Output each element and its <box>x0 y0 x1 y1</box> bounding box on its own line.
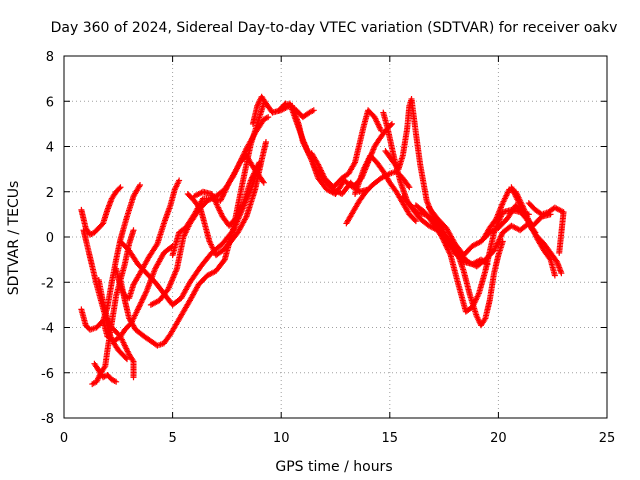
data-point <box>241 149 248 156</box>
y-axis-label: SDTVAR / TECUs <box>6 181 22 296</box>
data-point <box>222 188 229 195</box>
y-tick-label: 4 <box>46 141 54 156</box>
data-point <box>240 152 247 159</box>
x-tick-label: 20 <box>490 431 507 446</box>
data-point <box>222 186 229 193</box>
data-point <box>236 159 243 166</box>
data-point <box>406 184 413 191</box>
data-point <box>136 303 143 310</box>
data-point <box>176 177 183 184</box>
data-point <box>239 154 246 161</box>
data-point <box>113 378 120 385</box>
x-tick-label: 10 <box>273 431 290 446</box>
data-point <box>262 138 269 145</box>
data-point <box>135 305 142 312</box>
y-tick-label: -4 <box>41 322 54 337</box>
data-point <box>223 185 230 192</box>
y-tick-label: 2 <box>46 186 54 201</box>
y-tick-label: -2 <box>41 276 54 291</box>
data-point <box>237 158 244 165</box>
data-point <box>388 120 395 127</box>
data-point <box>253 164 260 171</box>
data-point <box>220 190 227 197</box>
data-point <box>217 197 224 204</box>
data-point <box>238 155 245 162</box>
data-point <box>254 163 261 170</box>
x-tick-label: 0 <box>60 431 68 446</box>
data-point <box>238 156 245 163</box>
data-points <box>78 93 567 388</box>
y-tick-label: -8 <box>41 412 54 427</box>
chart-title: Day 360 of 2024, Sidereal Day-to-day VTE… <box>51 20 618 36</box>
data-point <box>412 218 419 225</box>
data-point <box>138 299 145 306</box>
data-point <box>265 114 272 121</box>
data-point <box>242 148 249 155</box>
data-point <box>117 184 124 191</box>
data-point <box>234 163 241 170</box>
x-tick-label: 15 <box>382 431 399 446</box>
data-point <box>142 289 149 296</box>
y-tick-label: -6 <box>41 367 54 382</box>
data-point <box>140 295 147 302</box>
data-point <box>139 296 146 303</box>
y-tick-label: 0 <box>46 231 54 246</box>
data-point <box>249 173 256 180</box>
data-point <box>251 170 258 177</box>
data-point <box>219 193 226 200</box>
data-point <box>221 189 228 196</box>
x-axis-label: GPS time / hours <box>275 459 392 475</box>
data-point <box>218 195 225 202</box>
data-point <box>250 171 257 178</box>
data-point <box>130 227 137 234</box>
data-point <box>411 217 418 224</box>
data-point <box>255 162 262 169</box>
data-point <box>134 306 141 313</box>
data-point <box>405 182 412 189</box>
data-point <box>101 364 108 371</box>
data-point <box>196 205 203 212</box>
data-point <box>248 176 255 183</box>
data-point <box>141 292 148 299</box>
data-point <box>122 355 129 362</box>
data-point <box>220 192 227 199</box>
data-point <box>224 182 231 189</box>
data-point <box>224 183 231 190</box>
data-point <box>218 196 225 203</box>
data-point <box>137 181 144 188</box>
data-point <box>259 178 266 185</box>
data-point <box>253 166 260 173</box>
data-point <box>153 242 160 249</box>
data-point <box>256 159 263 166</box>
data-point <box>249 174 256 181</box>
x-tick-label: 5 <box>168 431 176 446</box>
y-tick-label: 8 <box>46 50 54 65</box>
data-point <box>129 357 136 364</box>
data-point <box>130 374 137 381</box>
data-point <box>255 160 262 167</box>
data-point <box>235 162 242 169</box>
data-point <box>310 107 317 114</box>
data-point <box>247 177 254 184</box>
data-point <box>137 300 144 307</box>
data-point <box>260 179 267 186</box>
data-point <box>378 127 385 134</box>
axis-ticks: 0 5 10 15 20 25 -8 -6 -4 -2 0 2 4 6 8 <box>41 50 615 446</box>
y-tick-label: 6 <box>46 95 54 110</box>
plot-frame <box>63 55 608 419</box>
grid <box>64 56 607 418</box>
data-point <box>252 167 259 174</box>
data-point <box>240 151 247 158</box>
x-tick-label: 25 <box>599 431 616 446</box>
data-point <box>136 302 143 309</box>
data-point <box>142 291 149 298</box>
data-point <box>140 293 147 300</box>
data-point <box>220 257 227 264</box>
data-point <box>116 185 123 192</box>
data-point <box>236 161 243 168</box>
data-point <box>251 169 258 176</box>
data-point <box>138 298 145 305</box>
